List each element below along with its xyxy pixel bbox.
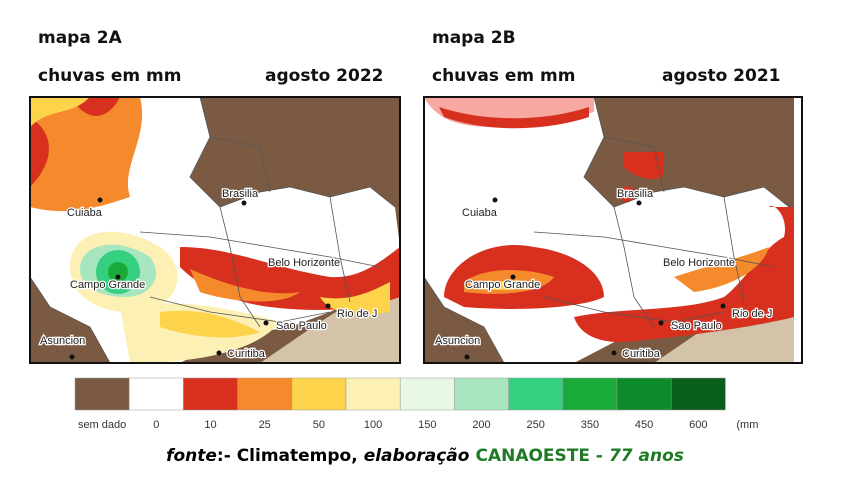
legend-label: 25 bbox=[259, 419, 271, 431]
map-2b bbox=[424, 97, 794, 363]
legend-label: 250 bbox=[527, 419, 545, 431]
map-subtitle: chuvas em mm bbox=[432, 66, 576, 86]
city-label: Sao Paulo bbox=[276, 320, 327, 332]
city-label: Belo Horizonte bbox=[663, 257, 735, 269]
city-dot bbox=[241, 200, 247, 206]
city-label: Sao Paulo bbox=[671, 320, 722, 332]
legend-label: 0 bbox=[153, 419, 159, 431]
city-dot bbox=[115, 274, 121, 280]
legend-label: 350 bbox=[581, 419, 599, 431]
city-label: Campo Grande bbox=[465, 279, 540, 291]
legend-swatch bbox=[670, 377, 726, 411]
footer-org: CANAOESTE bbox=[475, 446, 590, 466]
city-dot bbox=[611, 350, 617, 356]
legend-swatch bbox=[345, 377, 401, 411]
city-dot bbox=[510, 274, 516, 280]
legend-swatch bbox=[399, 377, 455, 411]
legend-swatch bbox=[291, 377, 347, 411]
legend-label: 150 bbox=[418, 419, 436, 431]
city-dot bbox=[720, 303, 726, 309]
legend-unit: (mm bbox=[736, 419, 758, 431]
city-dot bbox=[714, 260, 720, 266]
city-label: Curitiba bbox=[622, 348, 661, 360]
city-label: Asuncion bbox=[40, 335, 85, 347]
legend-label: sem dado bbox=[78, 419, 126, 431]
map-period: agosto 2021 bbox=[662, 66, 781, 86]
legend-swatch bbox=[237, 377, 293, 411]
city-label: Brasilia bbox=[617, 188, 654, 200]
city-dot bbox=[263, 320, 269, 326]
city-dot bbox=[69, 354, 75, 360]
map-subtitle: chuvas em mm bbox=[38, 66, 182, 86]
legend-swatch bbox=[508, 377, 564, 411]
legend-swatch bbox=[454, 377, 509, 411]
city-dot bbox=[319, 260, 325, 266]
map-frame bbox=[423, 96, 803, 364]
city-label: Brasilia bbox=[222, 188, 259, 200]
map-title: mapa 2B bbox=[432, 28, 516, 48]
city-label: Cuiaba bbox=[67, 207, 103, 219]
city-label: Curitiba bbox=[227, 348, 266, 360]
legend-label: 600 bbox=[689, 419, 707, 431]
city-label: Rio de J bbox=[337, 308, 377, 320]
legend-swatch bbox=[616, 377, 672, 411]
city-dot bbox=[464, 354, 470, 360]
legend-swatch bbox=[562, 377, 618, 411]
city-dot bbox=[97, 197, 103, 203]
legend: sem dado 0 10 25 50 100 150 200 250 350 450 600 (mm bbox=[74, 377, 758, 431]
city-label: Cuiaba bbox=[462, 207, 498, 219]
city-label: Rio de J bbox=[732, 308, 772, 320]
map-period: agosto 2022 bbox=[265, 66, 384, 86]
legend-swatch bbox=[74, 377, 130, 411]
legend-label: 450 bbox=[635, 419, 653, 431]
legend-swatch bbox=[183, 377, 238, 411]
city-label: Campo Grande bbox=[70, 279, 145, 291]
city-label: Asuncion bbox=[435, 335, 480, 347]
city-dot bbox=[636, 200, 642, 206]
city-dot bbox=[658, 320, 664, 326]
legend-label: 100 bbox=[364, 419, 382, 431]
map-2a bbox=[30, 97, 400, 363]
city-label: Belo Horizonte bbox=[268, 257, 340, 269]
city-dot bbox=[492, 197, 498, 203]
city-dot bbox=[216, 350, 222, 356]
legend-swatch bbox=[128, 377, 184, 411]
map-frame bbox=[29, 96, 401, 364]
legend-label: 200 bbox=[472, 419, 490, 431]
footer-source: :- Climatempo, bbox=[216, 446, 358, 466]
legend-label: 10 bbox=[204, 419, 216, 431]
footer-elab: elaboração bbox=[363, 446, 470, 466]
maps: sem dado 0 10 25 50 100 150 200 250 350 450 600 (mm … bbox=[29, 96, 803, 431]
map-title: mapa 2A bbox=[38, 28, 122, 48]
footer: fonte:- Climatempo, elaboração CANAOESTE - … bbox=[0, 446, 850, 466]
footer-source-label: fonte bbox=[166, 446, 217, 466]
footer-years: - 77 anos bbox=[596, 446, 684, 466]
legend-label: 50 bbox=[313, 419, 325, 431]
city-dot bbox=[325, 303, 331, 309]
